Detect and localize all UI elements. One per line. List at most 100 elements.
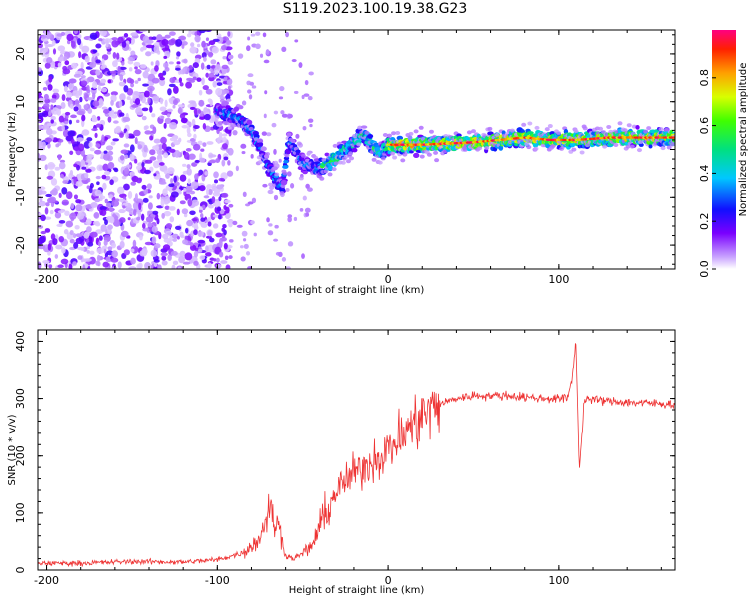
ridge-halo bbox=[524, 141, 530, 146]
noise-blob bbox=[82, 264, 86, 269]
noise-blob bbox=[164, 44, 170, 51]
noise-blob bbox=[111, 242, 116, 249]
noise-blob bbox=[207, 221, 212, 227]
noise-blob bbox=[67, 130, 76, 137]
noise-blob bbox=[153, 259, 160, 263]
noise-blob bbox=[89, 231, 98, 238]
noise-blob bbox=[47, 162, 56, 170]
noise-blob bbox=[59, 173, 65, 179]
noise-blob bbox=[187, 178, 191, 185]
noise-blob bbox=[43, 93, 49, 101]
noise-blob bbox=[44, 164, 48, 171]
noise-blob bbox=[143, 90, 150, 98]
noise-blob bbox=[64, 210, 70, 216]
noise-blob bbox=[110, 141, 116, 146]
noise-blob bbox=[130, 32, 139, 37]
noise-blob bbox=[211, 196, 216, 204]
noise-blob bbox=[176, 51, 181, 57]
noise-blob bbox=[72, 233, 77, 239]
noise-blob bbox=[68, 263, 73, 269]
noise-blob bbox=[186, 126, 191, 135]
noise-blob bbox=[77, 143, 85, 152]
noise-blob bbox=[227, 147, 234, 156]
noise-blob bbox=[287, 241, 294, 247]
noise-blob bbox=[40, 230, 47, 235]
noise-blob bbox=[166, 108, 173, 113]
noise-blob bbox=[111, 266, 117, 269]
noise-blob bbox=[169, 77, 176, 84]
noise-blob bbox=[65, 191, 73, 200]
noise-blob bbox=[290, 183, 295, 189]
noise-blob bbox=[186, 168, 192, 176]
noise-blob bbox=[232, 129, 238, 136]
noise-blob bbox=[39, 235, 46, 244]
noise-blob bbox=[170, 177, 174, 184]
noise-blob bbox=[172, 99, 179, 106]
noise-blob bbox=[207, 98, 212, 103]
noise-blob bbox=[206, 187, 210, 196]
noise-blob bbox=[196, 77, 202, 82]
noise-blob bbox=[96, 181, 100, 186]
noise-blob bbox=[176, 208, 180, 216]
noise-blob bbox=[116, 52, 120, 60]
noise-blob bbox=[188, 79, 195, 83]
noise-blob bbox=[161, 142, 167, 150]
noise-blob bbox=[213, 171, 219, 179]
noise-blob bbox=[147, 222, 153, 228]
noise-blob bbox=[73, 30, 79, 35]
noise-blob bbox=[142, 197, 149, 203]
noise-blob bbox=[57, 62, 62, 68]
ridge-halo bbox=[629, 144, 635, 149]
noise-blob bbox=[167, 254, 172, 262]
noise-blob bbox=[237, 53, 244, 59]
noise-blob bbox=[308, 71, 314, 76]
noise-blob bbox=[64, 111, 71, 116]
noise-blob bbox=[101, 58, 105, 66]
noise-blob bbox=[58, 115, 64, 123]
noise-blob bbox=[96, 254, 101, 262]
noise-blob bbox=[149, 135, 154, 141]
ridge-halo bbox=[433, 150, 439, 155]
noise-blob bbox=[218, 132, 223, 139]
noise-blob bbox=[70, 138, 75, 145]
noise-blob bbox=[98, 38, 103, 42]
ridge-halo bbox=[331, 167, 337, 172]
noise-blob bbox=[107, 150, 114, 156]
noise-blob bbox=[182, 163, 187, 167]
noise-blob bbox=[213, 187, 221, 195]
noise-blob bbox=[136, 177, 142, 184]
noise-blob bbox=[131, 104, 139, 108]
colorbar-gradient bbox=[712, 30, 736, 269]
noise-blob bbox=[221, 159, 226, 167]
noise-blob bbox=[127, 190, 133, 199]
colorbar-tick-label: 0.6 bbox=[698, 117, 711, 135]
noise-blob bbox=[80, 159, 85, 166]
noise-blob bbox=[223, 204, 227, 210]
noise-blob bbox=[110, 99, 114, 106]
noise-blob bbox=[240, 256, 246, 262]
noise-blob bbox=[185, 81, 192, 89]
ridge-halo bbox=[534, 125, 540, 130]
noise-blob bbox=[93, 211, 100, 219]
noise-blob bbox=[86, 97, 94, 101]
noise-blob bbox=[161, 260, 168, 266]
ridge-blob bbox=[390, 136, 396, 141]
noise-blob bbox=[215, 232, 223, 238]
noise-blob bbox=[184, 227, 189, 234]
noise-blob bbox=[115, 198, 120, 202]
noise-blob bbox=[136, 216, 141, 221]
noise-blob bbox=[193, 133, 197, 140]
noise-blob bbox=[38, 106, 43, 111]
noise-blob bbox=[212, 223, 219, 229]
noise-blob bbox=[221, 227, 226, 232]
noise-blob bbox=[215, 264, 222, 268]
noise-blob bbox=[167, 39, 176, 46]
ridge-halo bbox=[219, 98, 225, 103]
noise-blob bbox=[121, 60, 125, 66]
snr-panel: -200 -100 0 100 0 100 200 300 400 Height of strai… bbox=[7, 329, 676, 596]
noise-blob bbox=[86, 84, 90, 92]
noise-blob bbox=[70, 40, 76, 48]
noise-blob bbox=[127, 217, 131, 221]
noise-blob bbox=[226, 170, 234, 177]
noise-blob bbox=[182, 67, 186, 75]
